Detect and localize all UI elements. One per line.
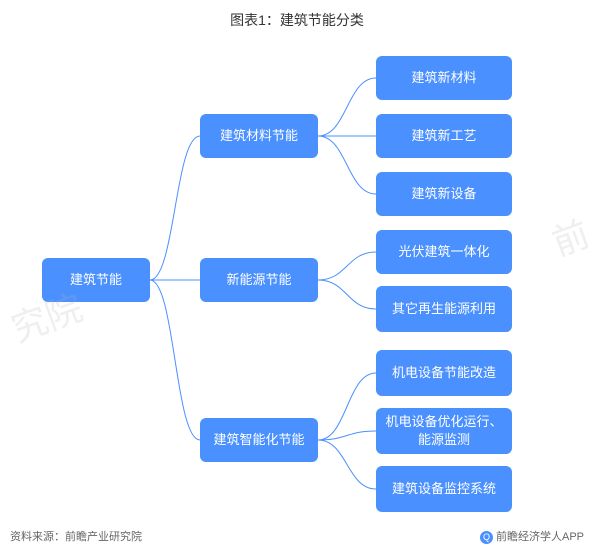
connector bbox=[318, 136, 376, 194]
tree-node: 光伏建筑一体化 bbox=[376, 230, 512, 274]
connector bbox=[318, 78, 376, 136]
tree-node: 机电设备节能改造 bbox=[376, 350, 512, 396]
connector bbox=[318, 252, 376, 280]
tree-node: 机电设备优化运行、能源监测 bbox=[376, 408, 512, 454]
source-label: 资料来源：前瞻产业研究院 bbox=[10, 528, 142, 544]
brand-text: 前瞻经济学人APP bbox=[496, 531, 584, 543]
brand-label: Q前瞻经济学人APP bbox=[480, 528, 584, 544]
connector bbox=[150, 136, 200, 280]
brand-icon: Q bbox=[480, 531, 493, 544]
tree-node: 其它再生能源利用 bbox=[376, 286, 512, 332]
tree-node: 建筑智能化节能 bbox=[200, 418, 318, 462]
chart-title: 图表1：建筑节能分类 bbox=[0, 0, 594, 30]
tree-node: 建筑节能 bbox=[42, 258, 150, 302]
connector bbox=[150, 280, 200, 440]
connector bbox=[318, 431, 376, 440]
tree-node: 建筑新材料 bbox=[376, 56, 512, 100]
tree-diagram: 建筑节能 建筑材料节能新能源节能建筑智能化节能 建筑新材料建筑新工艺建筑新设备光伏建… bbox=[0, 28, 594, 522]
tree-node: 建筑材料节能 bbox=[200, 114, 318, 158]
connector bbox=[318, 373, 376, 440]
tree-node: 新能源节能 bbox=[200, 258, 318, 302]
connector bbox=[318, 280, 376, 309]
connector bbox=[318, 440, 376, 489]
tree-node: 建筑新设备 bbox=[376, 172, 512, 216]
tree-node: 建筑设备监控系统 bbox=[376, 466, 512, 512]
tree-node: 建筑新工艺 bbox=[376, 114, 512, 158]
footer: 资料来源：前瞻产业研究院 Q前瞻经济学人APP bbox=[10, 528, 584, 544]
